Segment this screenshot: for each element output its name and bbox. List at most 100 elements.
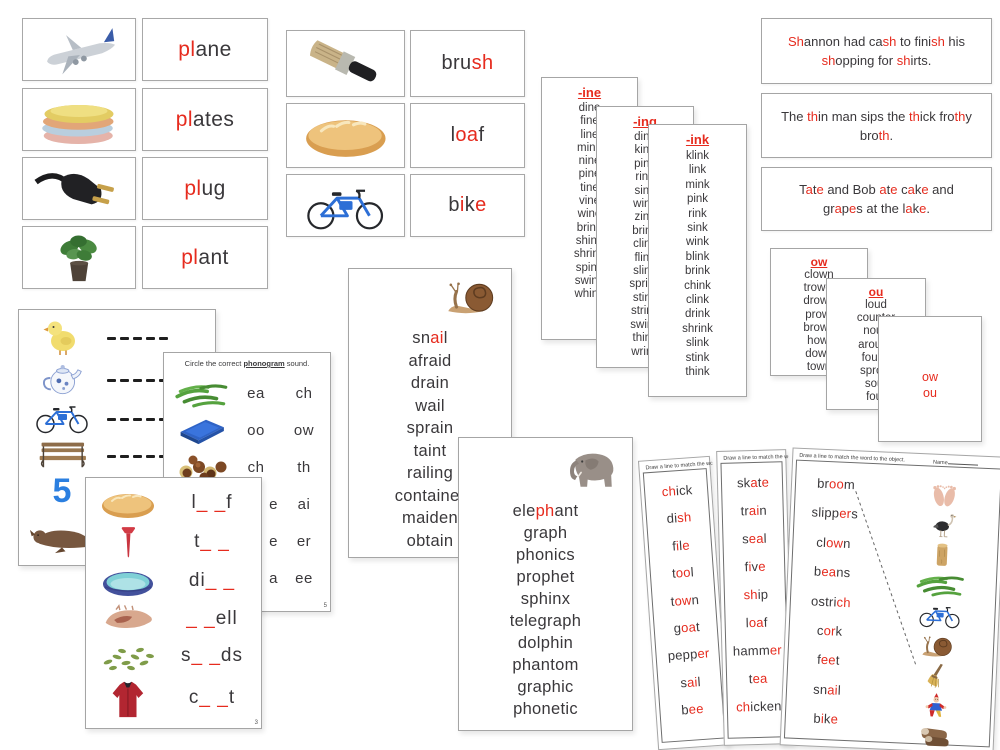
match-word: loaf xyxy=(721,614,791,631)
letter-dash xyxy=(133,379,142,382)
word-letters: ow xyxy=(825,534,844,551)
phonogram-label: ou xyxy=(923,386,937,400)
letter-dash xyxy=(146,379,155,382)
icon-cell xyxy=(96,639,160,675)
loaf-image xyxy=(98,485,158,523)
list-word: prowl xyxy=(805,308,833,321)
word-letters: sn xyxy=(412,329,431,347)
word-label: brush xyxy=(441,52,493,75)
sheet-title-text: Circle the correct xyxy=(184,359,244,368)
word-letters: n xyxy=(842,535,851,551)
list-word: link xyxy=(688,164,707,177)
match-worksheet: Draw a line to match the word to the obj… xyxy=(779,447,1000,750)
ostrich-image xyxy=(903,509,984,540)
elephant-image xyxy=(556,444,624,490)
word-card: brush xyxy=(410,30,525,97)
golf-tee-image xyxy=(98,525,158,561)
icon-cell xyxy=(900,508,987,541)
word-letters: i xyxy=(459,194,465,216)
word-letters: _ _ xyxy=(186,608,216,629)
icon-cell xyxy=(891,720,978,750)
word-card: plant xyxy=(142,226,268,289)
list-word: shrink xyxy=(682,322,713,335)
word-letters: e xyxy=(758,558,766,574)
sentence-text: th xyxy=(807,108,818,124)
sentence-text: s at the l xyxy=(856,201,906,216)
sentence-text: th xyxy=(878,127,890,143)
word-letters: sh xyxy=(676,509,692,526)
fill-blank-word: s_ _ds xyxy=(166,645,258,667)
page-number: 3 xyxy=(254,720,258,726)
word-letters: ostri xyxy=(810,593,837,610)
list-word: sink xyxy=(687,222,708,235)
word-letters: t xyxy=(194,531,201,552)
letter-dash xyxy=(133,337,142,340)
word-letters: hamm xyxy=(732,642,771,659)
list-word: mink xyxy=(685,178,710,191)
sentence-text: a xyxy=(805,182,813,197)
sentence-text: his xyxy=(944,34,966,49)
match-word: skate xyxy=(718,474,788,491)
sentence-text: t xyxy=(886,182,891,197)
letter-dash xyxy=(146,455,155,458)
phonogram-option: a xyxy=(269,570,278,587)
word-letters: s xyxy=(850,506,859,522)
sentence-line: grapes at the lake. xyxy=(823,199,930,218)
word-label: loaf xyxy=(451,124,485,147)
list-word: down xyxy=(805,348,833,361)
word-letters: l xyxy=(837,682,842,698)
word-letters: sh xyxy=(743,586,758,603)
word-family-title: -ine xyxy=(577,85,602,100)
snail-image xyxy=(898,630,979,661)
word-letters: e xyxy=(475,194,487,216)
list-word: sphinx xyxy=(459,588,632,610)
word-letters: _ _ xyxy=(205,570,236,591)
letter-dash xyxy=(133,418,142,421)
picture-card xyxy=(286,174,405,237)
plug-image xyxy=(28,162,130,216)
icon-cell xyxy=(96,602,160,638)
word-letters: n xyxy=(759,502,768,518)
icon-cell xyxy=(898,539,985,572)
list-word: wine xyxy=(577,208,602,221)
word-letters: oo xyxy=(828,476,845,492)
word-letters: l xyxy=(450,124,456,146)
letter-dash xyxy=(146,418,155,421)
list-word: snail xyxy=(349,327,511,350)
phonogram-title: ou xyxy=(868,285,884,299)
plane-image xyxy=(28,23,130,77)
list-word: tine xyxy=(580,181,599,194)
list-word: elephant xyxy=(459,500,632,522)
list-word: railing xyxy=(349,462,511,485)
phonogram-option: oo xyxy=(247,422,265,439)
word-letters: ai xyxy=(430,329,444,347)
slippers-image xyxy=(894,720,975,750)
sentence-line: Tate and Bob ate cake and xyxy=(799,180,954,199)
sentence-text: sh xyxy=(931,34,945,49)
sentence-text: e xyxy=(816,182,824,197)
word-list: snail afraid drain wail sprain taint railing co… xyxy=(349,327,511,552)
sentence-card: Tate and Bob ate cake and grapes at the l… xyxy=(761,167,992,231)
word-letters: ch xyxy=(661,483,677,500)
sentence-text: ick fro xyxy=(919,108,955,124)
picture-card xyxy=(22,157,136,220)
icon-cell xyxy=(556,444,624,490)
sentence-text: opping for xyxy=(835,53,897,68)
icon-cell xyxy=(441,275,503,319)
word-letters: l xyxy=(763,530,767,546)
dashed-blank xyxy=(107,327,172,345)
sentence-text: th xyxy=(954,108,966,124)
sentence-text: to fini xyxy=(896,34,932,49)
icon-cell xyxy=(96,524,160,562)
icon-cell xyxy=(96,563,160,601)
sentence-line: broth. xyxy=(860,126,893,145)
word-family-list: klink link mink pink rink sink wink blink brink c… xyxy=(649,149,746,380)
match-word: ship xyxy=(721,586,791,603)
list-word: brine xyxy=(576,221,603,234)
brush-image xyxy=(293,35,399,92)
sentence-text: in man sips the xyxy=(817,108,910,124)
sentence-text: bro xyxy=(859,127,879,143)
sentence-text: and xyxy=(928,182,954,197)
phonogram-option: ai xyxy=(297,496,311,513)
word-letters: maiden xyxy=(402,509,458,527)
